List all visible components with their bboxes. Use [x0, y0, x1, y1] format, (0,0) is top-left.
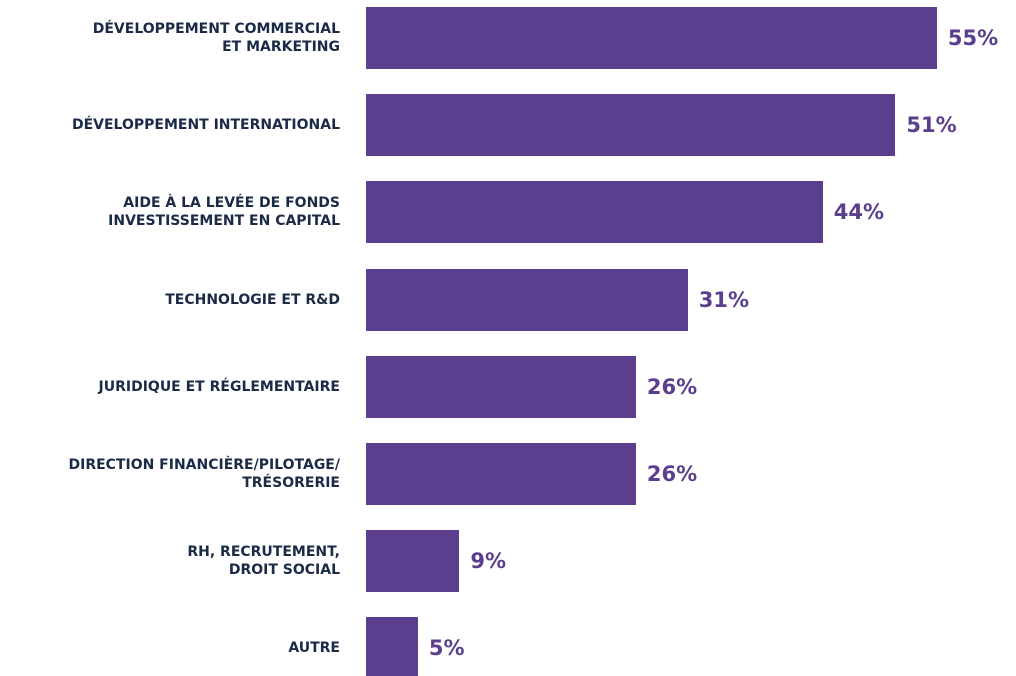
- value-label: 51%: [906, 113, 957, 138]
- value-label: 55%: [947, 26, 999, 50]
- value-label: 9%: [470, 549, 507, 574]
- bar: [366, 355, 636, 418]
- bar: [366, 617, 418, 676]
- bar: [366, 268, 688, 331]
- bar: [366, 443, 636, 505]
- value-label: 26%: [646, 374, 698, 399]
- category-label: DÉVELOPPEMENT COMMERCIAL ET MARKETING: [92, 21, 340, 55]
- value-label: 31%: [698, 287, 750, 312]
- bar: [366, 181, 823, 244]
- category-label: DIRECTION FINANCIÈRE/PILOTAGE/ TRÉSORERI…: [68, 457, 340, 491]
- category-label: AIDE À LA LEVÉE DE FONDS INVESTISSEMENT …: [108, 195, 340, 230]
- value-label: 26%: [646, 462, 698, 486]
- category-label: JURIDIQUE ET RÉGLEMENTAIRE: [98, 378, 340, 395]
- bar: [366, 530, 460, 593]
- value-label: 44%: [833, 200, 884, 225]
- bar: [366, 7, 937, 69]
- value-label: 5%: [428, 636, 465, 661]
- category-label: TECHNOLOGIE ET R&D: [165, 291, 340, 308]
- category-label: AUTRE: [288, 640, 340, 657]
- bar: [366, 94, 896, 157]
- category-label: RH, RECRUTEMENT, DROIT SOCIAL: [187, 544, 340, 579]
- category-label: DÉVELOPPEMENT INTERNATIONAL: [71, 117, 340, 134]
